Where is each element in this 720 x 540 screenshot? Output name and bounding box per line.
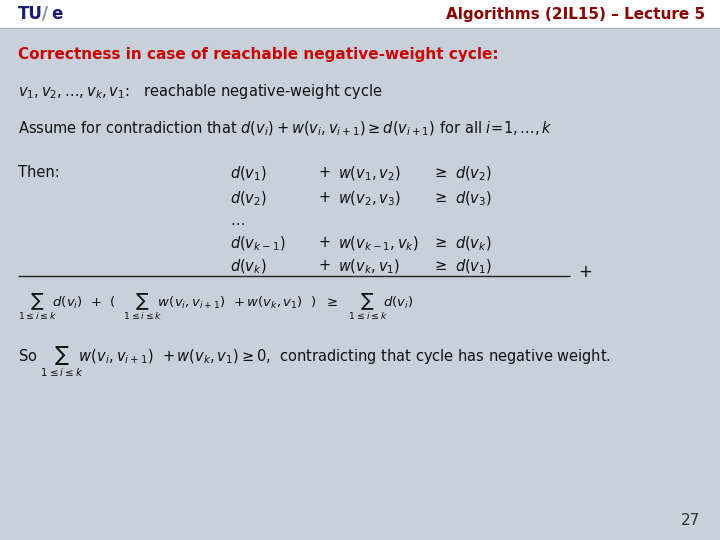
Text: $+$: $+$ <box>318 235 330 250</box>
Text: e: e <box>51 5 63 23</box>
Text: +: + <box>578 263 592 281</box>
Text: Algorithms (2IL15) – Lecture 5: Algorithms (2IL15) – Lecture 5 <box>446 6 705 22</box>
Text: $\geq$: $\geq$ <box>432 258 448 273</box>
Text: $\geq$: $\geq$ <box>432 235 448 250</box>
Text: Assume for contradiction that $d(v_i) + w(v_i, v_{i+1}) \geq d(v_{i+1})$ for all: Assume for contradiction that $d(v_i) + … <box>18 120 553 138</box>
Text: $d(v_1)$: $d(v_1)$ <box>455 258 492 276</box>
Text: $\sum_{1\leq i\leq k}\! d(v_i)$  $+$  $($  $\sum_{1\leq i\leq k}\! w(v_i, v_{i+1: $\sum_{1\leq i\leq k}\! d(v_i)$ $+$ $($ … <box>18 292 413 322</box>
Text: $w(v_{k-1}, v_k)$: $w(v_{k-1}, v_k)$ <box>338 235 419 253</box>
Bar <box>0 0 720 28</box>
Text: $w(v_1, v_2)$: $w(v_1, v_2)$ <box>338 165 401 184</box>
Text: $+$: $+$ <box>318 165 330 180</box>
Text: $d(v_k)$: $d(v_k)$ <box>455 235 492 253</box>
Text: $w(v_k, v_1)$: $w(v_k, v_1)$ <box>338 258 400 276</box>
Text: $d(v_2)$: $d(v_2)$ <box>455 165 492 184</box>
Text: $d(v_k)$: $d(v_k)$ <box>230 258 266 276</box>
Text: $w(v_2, v_3)$: $w(v_2, v_3)$ <box>338 190 401 208</box>
Text: So $\sum_{1\leq i\leq k}\! w(v_i, v_{i+1})$  $+\, w(v_k, v_1) \geq 0$,  contradi: So $\sum_{1\leq i\leq k}\! w(v_i, v_{i+1… <box>18 345 611 379</box>
Text: $\geq$: $\geq$ <box>432 190 448 205</box>
Text: $d(v_2)$: $d(v_2)$ <box>230 190 267 208</box>
Text: 27: 27 <box>680 513 700 528</box>
Text: $\geq$: $\geq$ <box>432 165 448 180</box>
Text: $d(v_{k-1})$: $d(v_{k-1})$ <box>230 235 286 253</box>
Text: $d(v_1)$: $d(v_1)$ <box>230 165 267 184</box>
Text: TU: TU <box>18 5 43 23</box>
Text: Correctness in case of reachable negative-weight cycle:: Correctness in case of reachable negativ… <box>18 47 499 62</box>
Text: /: / <box>42 5 48 23</box>
Text: $+$: $+$ <box>318 190 330 205</box>
Text: $d(v_3)$: $d(v_3)$ <box>455 190 492 208</box>
Text: Then:: Then: <box>18 165 60 180</box>
Text: $+$: $+$ <box>318 258 330 273</box>
Text: $\ldots$: $\ldots$ <box>230 213 245 228</box>
Text: $v_1, v_2, \ldots, v_k, v_1$:   reachable negative-weight cycle: $v_1, v_2, \ldots, v_k, v_1$: reachable … <box>18 82 383 101</box>
